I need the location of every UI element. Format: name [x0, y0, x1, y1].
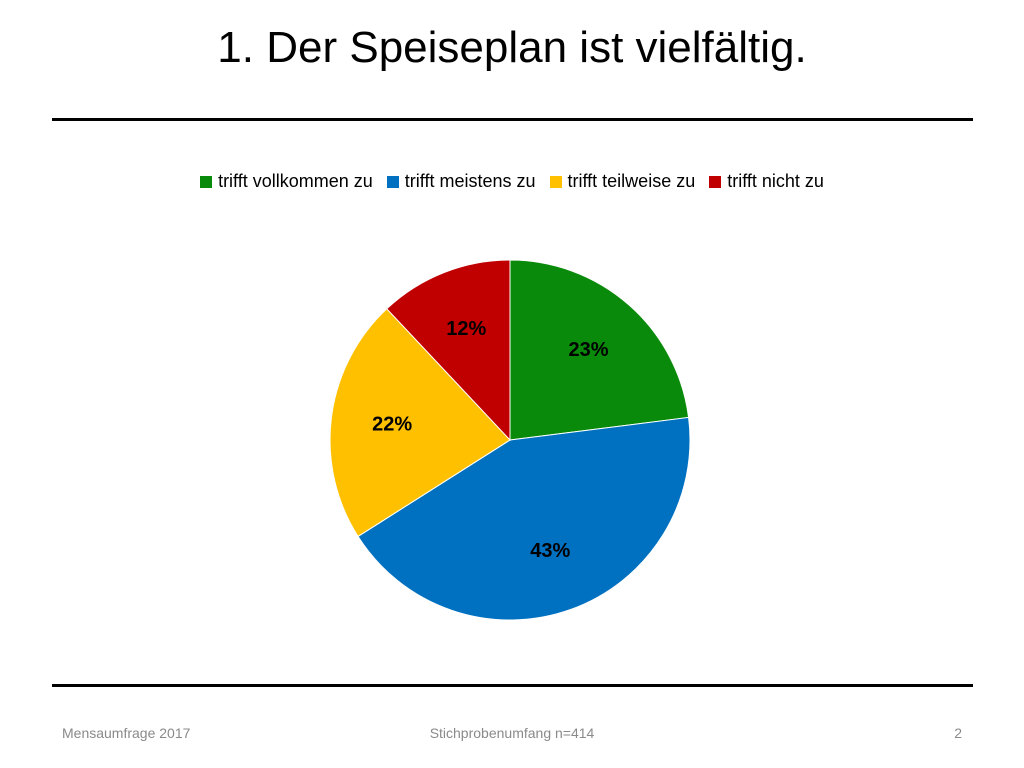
pie-label-vollkommen: 23% [569, 339, 609, 361]
legend-swatch-teilweise [549, 175, 562, 188]
legend-swatch-vollkommen [200, 175, 213, 188]
pie-slice-meistens [357, 416, 691, 621]
legend-label-nicht: trifft nicht zu [727, 171, 824, 191]
legend-item-nicht: trifft nicht zu [709, 171, 824, 192]
chart-legend: trifft vollkommen zu trifft meistens zu … [0, 171, 1024, 192]
pie-label-nicht: 12% [446, 318, 486, 340]
footer-page-number: 2 [954, 725, 962, 741]
pie-label-meistens: 43% [530, 540, 570, 562]
legend-swatch-meistens [386, 175, 399, 188]
legend-item-vollkommen: trifft vollkommen zu [200, 171, 373, 192]
pie-label-teilweise: 22% [372, 413, 412, 435]
pie-slice-teilweise [329, 308, 511, 538]
legend-label-meistens: trifft meistens zu [404, 171, 536, 191]
legend-item-meistens: trifft meistens zu [386, 171, 536, 192]
pie-slice-nicht [386, 259, 511, 442]
top-divider [52, 118, 973, 121]
slide-title: 1. Der Speiseplan ist vielfältig. [217, 23, 807, 72]
footer-survey-name: Mensaumfrage 2017 [62, 725, 191, 741]
legend-swatch-nicht [709, 175, 722, 188]
pie-slice-vollkommen [509, 259, 690, 441]
footer-sample-size: Stichprobenumfang n=414 [429, 725, 595, 741]
legend-label-vollkommen: trifft vollkommen zu [218, 171, 373, 191]
bottom-divider [52, 684, 973, 687]
legend-item-teilweise: trifft teilweise zu [549, 171, 696, 192]
legend-label-teilweise: trifft teilweise zu [567, 171, 696, 191]
